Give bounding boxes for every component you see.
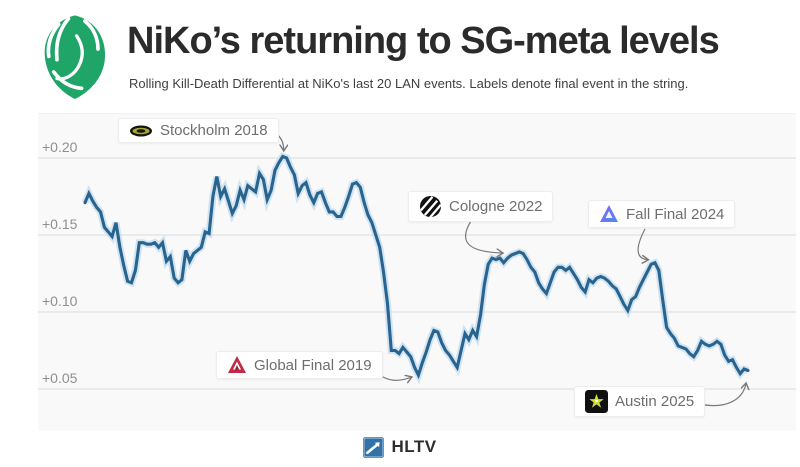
kd-differential-series [83, 154, 750, 380]
falcons-team-logo [44, 15, 106, 99]
series [81, 152, 750, 385]
fall-final-2024-event-icon [600, 205, 618, 222]
hltv-logo-icon [363, 436, 385, 458]
global-final-2019-event-icon [228, 356, 246, 373]
austin-2025-event-icon [585, 390, 608, 413]
annotation-stockholm-2018: Stockholm 2018 [118, 118, 279, 143]
page-subtitle: Rolling Kill-Death Differential at NiKo'… [129, 76, 689, 91]
footer-brand-label: HLTV [391, 437, 437, 456]
y-axis-tick-label: +0.10 [42, 293, 78, 309]
annotation-label: Austin 2025 [615, 393, 695, 410]
annotation-label: Fall Final 2024 [626, 205, 725, 223]
annotation-arrow [637, 228, 648, 260]
annotation-austin-2025: Austin 2025 [574, 386, 706, 417]
annotation-global-final-2019: Global Final 2019 [216, 351, 383, 379]
annotation-fall-final-2024: Fall Final 2024 [588, 200, 736, 228]
annotation-arrow [465, 220, 503, 253]
y-axis-tick-label: +0.20 [42, 139, 78, 155]
y-axis-tick-label: +0.15 [42, 216, 78, 232]
stockholm-2018-event-icon [130, 125, 152, 136]
footer: HLTV [0, 434, 800, 460]
y-axis-tick-label: +0.05 [42, 370, 78, 386]
annotation-cologne-2022: Cologne 2022 [408, 191, 554, 222]
annotation-label: Stockholm 2018 [160, 122, 268, 139]
annotation-label: Global Final 2019 [254, 356, 372, 374]
annotation-label: Cologne 2022 [449, 198, 543, 215]
page-title: NiKo’s returning to SG-meta levels [127, 20, 720, 62]
cologne-2022-event-icon [419, 195, 442, 218]
